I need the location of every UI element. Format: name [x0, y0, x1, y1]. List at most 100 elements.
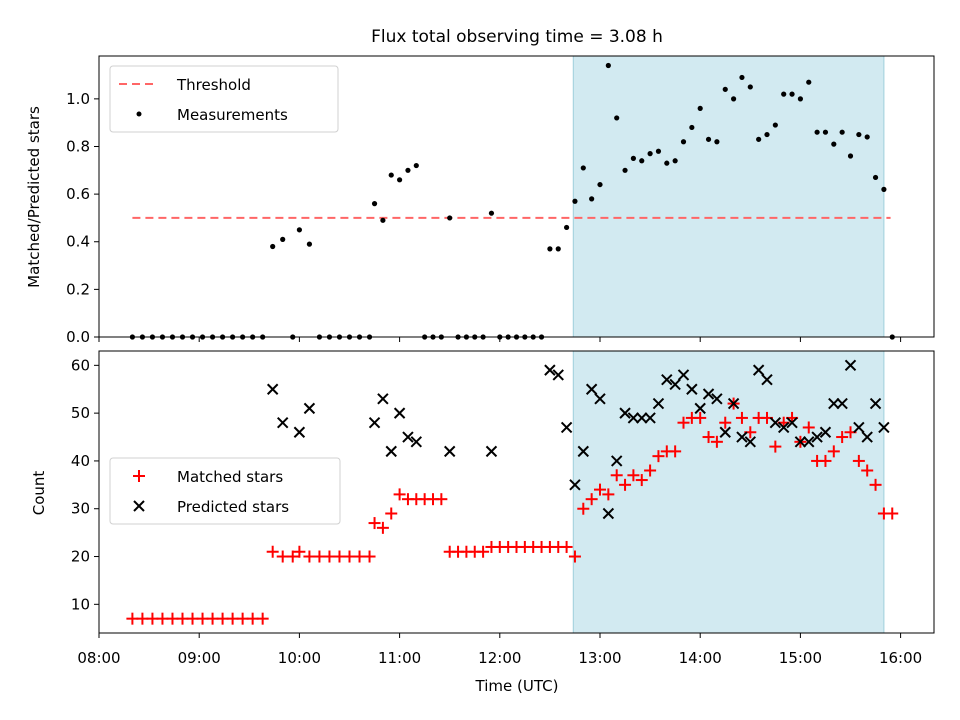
- measurement-point: [589, 196, 595, 202]
- predicted-star-stroke-b: [794, 436, 807, 448]
- predicted-star-point: [619, 407, 631, 419]
- measurement-point: [839, 129, 845, 135]
- predicted-star-stroke-b: [811, 431, 823, 443]
- matched-star-point: [393, 488, 406, 501]
- predicted-star-point: [769, 416, 782, 429]
- predicted-star-point: [694, 402, 706, 415]
- predicted-star-point: [602, 507, 615, 520]
- measurement-point: [814, 129, 820, 135]
- bottom-x-tick-label: 12:00: [478, 649, 521, 667]
- predicted-star-stroke-b: [853, 421, 865, 434]
- predicted-star-point: [669, 378, 681, 391]
- predicted-star-point: [803, 436, 815, 448]
- measurement-point: [705, 136, 712, 142]
- matched-star-point: [702, 431, 715, 444]
- measurement-point: [672, 158, 678, 164]
- predicted-star-stroke-b: [878, 421, 890, 434]
- measurement-point: [747, 84, 753, 90]
- predicted-star-point: [544, 364, 556, 376]
- predicted-star-point: [293, 426, 306, 438]
- bottom-highlight-span: [572, 350, 885, 634]
- predicted-star-stroke-b: [702, 388, 715, 400]
- measurement-point: [614, 115, 620, 121]
- measurement-point: [756, 136, 762, 142]
- measurement-point: [797, 96, 804, 102]
- bottom-x-tick-label: 14:00: [679, 649, 722, 667]
- predicted-star-stroke-b: [644, 412, 656, 424]
- matched-star-point: [256, 612, 269, 625]
- predicted-star-point: [303, 402, 316, 415]
- top-panel: Flux total observing time = 3.08 h 0.00.…: [25, 27, 935, 346]
- matched-star-point: [477, 545, 490, 558]
- predicted-star-point: [577, 445, 590, 458]
- measurement-point: [597, 181, 603, 188]
- measurement-point: [739, 74, 745, 81]
- predicted-star-stroke-b: [861, 431, 873, 443]
- predicted-star-point: [610, 455, 623, 467]
- matched-star-point: [619, 478, 632, 491]
- matched-star-point: [246, 612, 259, 625]
- measurement-point: [555, 246, 561, 252]
- legend-matched-label: Matched stars: [177, 468, 283, 486]
- predicted-star-stroke-b: [819, 426, 832, 438]
- predicted-star-stroke-b: [544, 364, 556, 376]
- top-y-tick-label: 0.6: [66, 185, 90, 203]
- matched-star-point: [266, 545, 279, 558]
- legend-predicted-label: Predicted stars: [177, 498, 289, 516]
- predicted-star-stroke-b: [610, 455, 623, 467]
- bottom-x-tick-label: 13:00: [578, 649, 621, 667]
- predicted-star-stroke-b: [377, 393, 389, 405]
- matched-star-point: [376, 521, 389, 534]
- bottom-legend-box: [109, 457, 341, 525]
- legend-measurements-swatch: [136, 111, 142, 117]
- predicted-star-point: [752, 364, 765, 376]
- matched-star-point: [827, 445, 840, 458]
- bottom-axes-frame: [98, 350, 935, 634]
- predicted-star-stroke-b: [636, 412, 648, 424]
- matched-star-point: [694, 411, 707, 424]
- predicted-star-point: [736, 431, 748, 443]
- matched-star-point: [303, 550, 316, 563]
- matched-star-point: [385, 507, 398, 520]
- predicted-star-point: [836, 397, 848, 410]
- legend-predicted-swatch: [133, 500, 145, 512]
- predicted-star-point: [719, 426, 731, 438]
- measurement-point: [605, 62, 611, 69]
- top-y-tick-label: 1.0: [66, 90, 90, 108]
- measurement-point: [296, 227, 302, 233]
- predicted-star-point: [644, 412, 656, 424]
- matched-star-point: [206, 612, 219, 625]
- matched-star-point: [644, 464, 657, 477]
- bottom-x-tick-label: 11:00: [378, 649, 421, 667]
- predicted-star-stroke-b: [844, 359, 857, 372]
- matched-star-point: [196, 612, 209, 625]
- predicted-star-point: [878, 421, 890, 434]
- matched-star-point: [852, 454, 865, 467]
- predicted-star-stroke-b: [303, 402, 316, 415]
- matched-star-point: [293, 545, 306, 558]
- matched-star-point: [802, 421, 815, 434]
- predicted-star-stroke-b: [869, 397, 882, 410]
- measurement-point: [413, 162, 419, 169]
- measurement-point: [722, 86, 728, 92]
- predicted-star-stroke-b: [736, 431, 748, 443]
- predicted-star-point: [552, 369, 564, 381]
- matched-star-point: [594, 483, 606, 496]
- measurement-point: [388, 172, 394, 178]
- matched-star-point: [669, 445, 682, 458]
- legend-matched-swatch: [133, 470, 145, 482]
- measurement-point: [680, 139, 687, 145]
- matched-star-point: [869, 478, 882, 491]
- bottom-legend: Matched stars Predicted stars: [109, 457, 341, 525]
- measurement-point: [447, 215, 453, 221]
- predicted-star-stroke-b: [276, 416, 289, 429]
- predicted-star-stroke-b: [686, 383, 698, 395]
- predicted-star-point: [368, 416, 381, 429]
- measurement-point: [881, 186, 887, 192]
- matched-star-point: [435, 493, 448, 506]
- measurement-point: [405, 167, 411, 173]
- top-y-tick-label: 0.4: [66, 233, 90, 251]
- top-y-tick-label: 0.8: [66, 137, 90, 155]
- measurement-point: [781, 91, 787, 97]
